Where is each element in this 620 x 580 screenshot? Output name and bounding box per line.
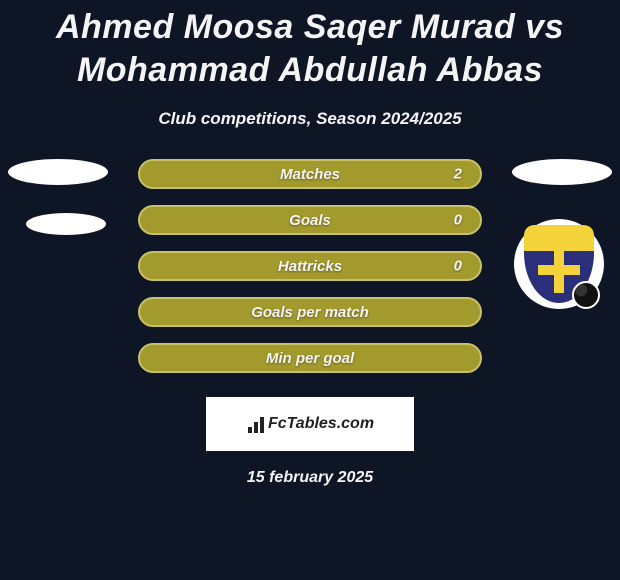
player1-marker-second xyxy=(26,213,106,235)
comparison-chart: Matches 2 Goals 0 Hattricks 0 Goals per … xyxy=(0,159,620,389)
stat-right-value: 2 xyxy=(454,166,462,183)
page-title: Ahmed Moosa Saqer Murad vs Mohammad Abdu… xyxy=(0,0,620,91)
stat-label: Goals xyxy=(289,212,331,229)
stat-label: Goals per match xyxy=(251,304,369,321)
player2-marker-top xyxy=(512,159,612,185)
stat-bar-hattricks: Hattricks 0 xyxy=(138,251,482,281)
stat-bar-goals-per-match: Goals per match xyxy=(138,297,482,327)
stat-label: Matches xyxy=(280,166,340,183)
soccer-ball-icon xyxy=(572,281,600,309)
club-badge xyxy=(514,219,604,309)
stat-right-value: 0 xyxy=(454,212,462,229)
source-box: FcTables.com xyxy=(206,397,414,451)
stat-bar-min-per-goal: Min per goal xyxy=(138,343,482,373)
stat-right-value: 0 xyxy=(454,258,462,275)
stat-label: Hattricks xyxy=(278,258,342,275)
stat-bars: Matches 2 Goals 0 Hattricks 0 Goals per … xyxy=(138,159,482,389)
source-label: FcTables.com xyxy=(268,415,374,433)
player1-marker-top xyxy=(8,159,108,185)
date-label: 15 february 2025 xyxy=(0,469,620,487)
stat-label: Min per goal xyxy=(266,350,354,367)
bar-chart-icon xyxy=(246,415,264,433)
subtitle: Club competitions, Season 2024/2025 xyxy=(0,109,620,129)
stat-bar-goals: Goals 0 xyxy=(138,205,482,235)
stat-bar-matches: Matches 2 xyxy=(138,159,482,189)
